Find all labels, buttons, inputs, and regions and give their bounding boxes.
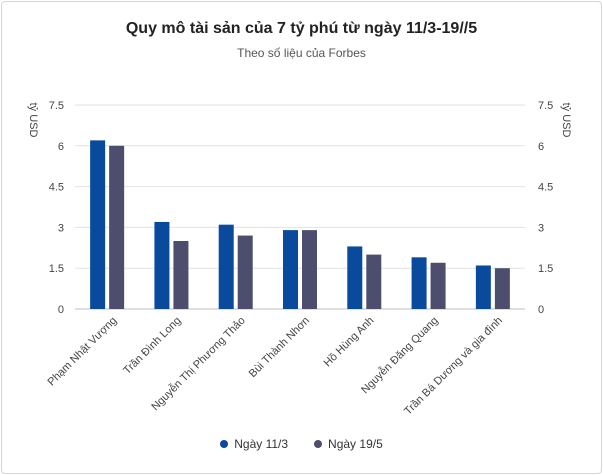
bar-1-1 — [90, 140, 106, 309]
x-tick-label: Bùi Thành Nhơn — [247, 315, 312, 380]
x-tick-label: Phạm Nhật Vượng — [46, 315, 120, 389]
bar-1-4 — [283, 230, 298, 309]
bar-2-2 — [173, 241, 189, 309]
bar-2-1 — [109, 145, 125, 309]
bar-2-3 — [237, 235, 253, 309]
bar-1-6 — [411, 257, 427, 309]
chart-subtitle: Theo số liệu của Forbes — [237, 46, 366, 60]
y-tick-label-left: 0 — [58, 304, 64, 316]
bar-1-2 — [154, 221, 170, 309]
y-tick-label-right: 6 — [538, 141, 544, 153]
y-tick-label-left: 1.5 — [49, 263, 64, 275]
bar-2-7 — [494, 268, 510, 309]
legend-marker-series-2 — [314, 440, 323, 448]
legend: Ngày 11/3 Ngày 19/5 — [0, 437, 603, 451]
legend-item-series-1[interactable]: Ngày 11/3 — [220, 437, 288, 451]
legend-item-series-2[interactable]: Ngày 19/5 — [314, 437, 383, 451]
y-tick-label-right: 7.5 — [538, 100, 553, 112]
legend-marker-series-1 — [220, 440, 229, 448]
y-tick-label-left: 7.5 — [49, 100, 64, 112]
y-tick-label-left: 6 — [58, 141, 64, 153]
x-tick-label: Trần Đình Long — [121, 315, 183, 377]
legend-label-series-2: Ngày 19/5 — [328, 437, 383, 451]
bar-2-5 — [366, 254, 382, 309]
bar-1-3 — [218, 224, 234, 309]
x-tick-label: Hồ Hùng Anh — [322, 315, 377, 370]
bar-2-6 — [430, 262, 446, 309]
bar-1-7 — [475, 265, 491, 309]
y-tick-label-right: 0 — [538, 304, 544, 316]
y-axis-label-right: tỷ USD — [560, 103, 572, 138]
bar-2-4 — [302, 230, 317, 309]
y-tick-label-left: 4.5 — [49, 182, 64, 194]
chart-title: Quy mô tài sản của 7 tỷ phú từ ngày 11/3… — [125, 20, 478, 37]
bar-1-5 — [347, 246, 363, 309]
y-tick-label-right: 1.5 — [538, 263, 553, 275]
y-tick-label-left: 3 — [58, 222, 64, 234]
y-axis-label-left: tỷ USD — [27, 103, 39, 138]
y-tick-label-right: 4.5 — [538, 182, 553, 194]
legend-label-series-1: Ngày 11/3 — [234, 437, 289, 451]
y-tick-label-right: 3 — [538, 222, 544, 234]
